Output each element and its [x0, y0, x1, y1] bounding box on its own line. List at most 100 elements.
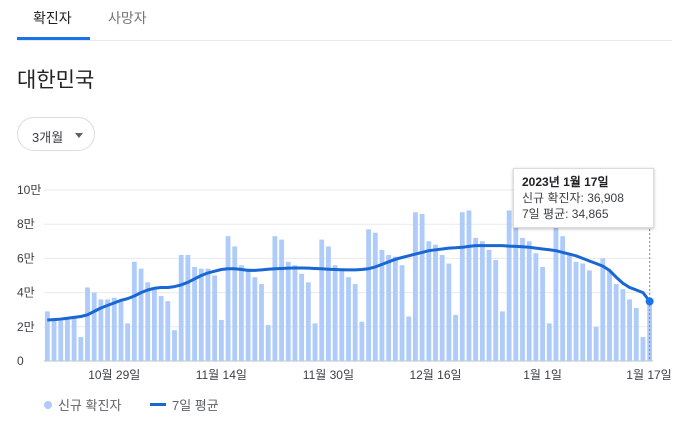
- average-line-series: [47, 225, 654, 361]
- case-bar: [292, 265, 298, 361]
- y-tick-label: 8만: [17, 217, 35, 231]
- case-bar: [312, 323, 318, 361]
- case-bar: [392, 256, 398, 361]
- case-bar: [71, 318, 77, 361]
- case-bar: [379, 249, 385, 361]
- case-bar: [145, 282, 151, 361]
- case-bar: [218, 319, 224, 361]
- hover-point: [645, 297, 654, 306]
- case-bar: [239, 265, 244, 361]
- case-bar: [560, 236, 566, 361]
- case-bar: [346, 277, 351, 361]
- case-bar: [51, 319, 57, 361]
- average-line: [47, 244, 651, 322]
- x-tick-label: 11월 14일: [196, 368, 247, 382]
- tooltip-cases: 신규 확진자: 36,908: [522, 191, 624, 205]
- case-bar: [252, 277, 258, 361]
- case-bar: [520, 237, 525, 361]
- case-bar: [165, 301, 171, 361]
- case-bar: [566, 254, 572, 361]
- case-bar: [198, 268, 204, 361]
- case-bar: [486, 249, 492, 361]
- case-bar: [399, 265, 405, 361]
- case-bar: [366, 229, 371, 361]
- case-bar: [138, 268, 144, 361]
- chart-tooltip: 2023년 1월 17일 신규 확진자: 36,908 7일 평균: 34,86…: [513, 168, 654, 228]
- case-bar: [319, 239, 325, 361]
- case-bar: [152, 289, 157, 361]
- y-tick-label: 10만: [17, 183, 41, 197]
- case-bar: [285, 261, 291, 361]
- case-bar: [587, 270, 592, 361]
- case-bar: [406, 316, 412, 361]
- case-bar: [212, 275, 218, 361]
- case-bar: [620, 289, 626, 361]
- region-title: 대한민국: [17, 69, 95, 92]
- case-bar: [386, 254, 392, 361]
- tooltip-date: 2023년 1월 17일: [522, 175, 609, 189]
- case-bar: [593, 326, 599, 361]
- case-bar: [546, 323, 552, 361]
- case-bar: [640, 337, 646, 361]
- case-bar: [91, 292, 97, 361]
- case-bar: [78, 337, 84, 361]
- case-bar: [479, 241, 485, 361]
- range-dropdown-label: 3개월: [32, 130, 64, 145]
- legend-cases-label: 신규 확진자: [58, 398, 121, 413]
- case-bar: [305, 282, 311, 361]
- x-tick-label: 10월 29일: [88, 368, 140, 382]
- case-bar: [299, 273, 305, 361]
- case-bar: [359, 321, 365, 361]
- y-tick-label: 4만: [17, 286, 35, 300]
- case-bar: [332, 265, 338, 361]
- case-bar: [265, 325, 271, 361]
- case-bar: [600, 258, 606, 361]
- dropdown-arrow-icon: [75, 133, 83, 138]
- case-bar: [131, 261, 137, 361]
- tab-bar: 확진자 사망자: [17, 0, 672, 41]
- y-tick-label: 0: [17, 354, 24, 368]
- tab-deaths[interactable]: 사망자: [108, 10, 147, 26]
- range-dropdown[interactable]: 3개월: [17, 117, 95, 151]
- case-bar: [426, 241, 432, 361]
- case-bar: [205, 268, 211, 361]
- y-tick-label: 6만: [17, 251, 35, 265]
- case-bar: [372, 232, 378, 361]
- case-bar: [433, 244, 438, 361]
- case-bar: [352, 284, 358, 361]
- x-tick-label: 11월 30일: [303, 368, 354, 382]
- case-bar: [633, 307, 639, 361]
- legend-average-label: 7일 평균: [172, 398, 219, 413]
- case-bar: [500, 311, 505, 361]
- case-bar: [172, 330, 177, 361]
- case-bar: [232, 246, 238, 361]
- case-bar: [245, 268, 251, 361]
- x-tick-label: 1월 17일: [626, 368, 671, 382]
- case-bar: [192, 266, 197, 361]
- case-bar: [459, 212, 465, 361]
- case-bar: [178, 254, 184, 361]
- case-bar: [553, 217, 559, 361]
- case-bar: [158, 296, 164, 361]
- case-bar: [111, 297, 117, 361]
- legend: 신규 확진자 7일 평균: [44, 398, 219, 413]
- legend-average-swatch: [150, 403, 166, 406]
- case-bar: [185, 254, 191, 361]
- case-bar: [580, 263, 586, 361]
- y-tick-label: 2만: [17, 320, 35, 334]
- tab-confirmed-cases[interactable]: 확진자: [33, 10, 72, 26]
- active-tab-indicator: [17, 37, 90, 40]
- case-bar: [607, 270, 612, 361]
- case-bar: [326, 246, 331, 361]
- case-bar: [466, 210, 472, 361]
- case-bar: [513, 219, 519, 361]
- bar-series: [44, 210, 653, 361]
- x-tick-label: 1월 1일: [523, 368, 562, 382]
- case-bar: [44, 311, 50, 361]
- case-bar: [419, 213, 425, 361]
- case-bar: [493, 260, 499, 361]
- case-bar: [413, 212, 418, 361]
- case-bar: [526, 241, 532, 361]
- case-bar: [225, 236, 231, 361]
- y-axis-labels: 0 2만 4만 6만 8만 10만: [17, 183, 41, 368]
